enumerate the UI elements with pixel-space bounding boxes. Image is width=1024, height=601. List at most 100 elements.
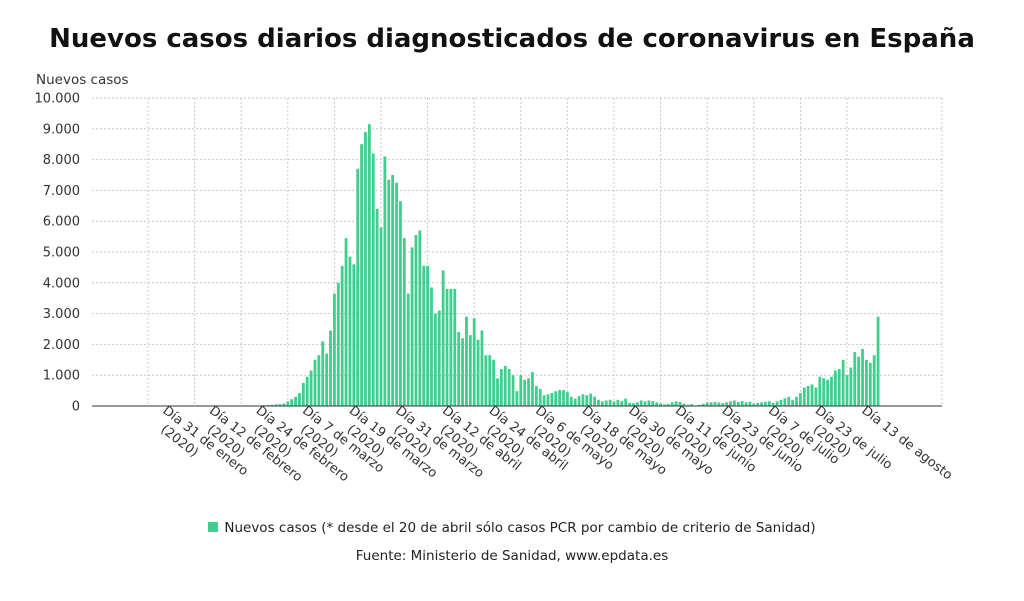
bar[interactable] bbox=[818, 376, 822, 406]
bar[interactable] bbox=[309, 370, 313, 406]
bar[interactable] bbox=[721, 403, 725, 406]
bar[interactable] bbox=[713, 402, 717, 406]
bar[interactable] bbox=[430, 287, 433, 406]
bar[interactable] bbox=[783, 398, 787, 406]
bar[interactable] bbox=[422, 265, 426, 406]
bar[interactable] bbox=[507, 369, 511, 406]
bar[interactable] bbox=[608, 399, 612, 406]
bar[interactable] bbox=[868, 362, 872, 406]
bar[interactable] bbox=[865, 359, 868, 406]
bar[interactable] bbox=[581, 394, 585, 406]
bar[interactable] bbox=[597, 399, 600, 406]
bar[interactable] bbox=[729, 401, 732, 406]
bar[interactable] bbox=[375, 208, 379, 406]
bar[interactable] bbox=[795, 396, 798, 406]
bar[interactable] bbox=[701, 403, 705, 406]
bar[interactable] bbox=[562, 389, 565, 406]
bar[interactable] bbox=[577, 396, 581, 406]
bar[interactable] bbox=[325, 353, 329, 406]
bar[interactable] bbox=[492, 359, 496, 406]
bar[interactable] bbox=[476, 339, 480, 406]
bar[interactable] bbox=[744, 402, 748, 406]
bar[interactable] bbox=[600, 401, 604, 406]
bar[interactable] bbox=[270, 404, 274, 406]
bar[interactable] bbox=[628, 402, 631, 406]
bar[interactable] bbox=[301, 382, 305, 406]
bar[interactable] bbox=[690, 404, 694, 406]
bar[interactable] bbox=[519, 375, 523, 406]
bar[interactable] bbox=[585, 395, 589, 406]
bar[interactable] bbox=[367, 124, 371, 407]
bar[interactable] bbox=[329, 330, 332, 406]
bar[interactable] bbox=[853, 352, 857, 406]
bar[interactable] bbox=[558, 389, 562, 406]
bar[interactable] bbox=[810, 384, 814, 406]
bar[interactable] bbox=[651, 401, 655, 406]
bar[interactable] bbox=[740, 401, 744, 406]
bar[interactable] bbox=[534, 385, 538, 406]
bar[interactable] bbox=[453, 288, 457, 406]
bar[interactable] bbox=[670, 402, 674, 406]
bar[interactable] bbox=[294, 396, 297, 406]
bar[interactable] bbox=[604, 400, 608, 406]
bar[interactable] bbox=[686, 404, 690, 406]
bar[interactable] bbox=[364, 131, 367, 406]
bar[interactable] bbox=[538, 389, 542, 406]
bar[interactable] bbox=[709, 402, 713, 406]
bar[interactable] bbox=[290, 399, 294, 406]
bar[interactable] bbox=[624, 398, 628, 406]
bar[interactable] bbox=[569, 396, 573, 406]
bar[interactable] bbox=[861, 349, 864, 406]
bar[interactable] bbox=[655, 402, 659, 406]
bar[interactable] bbox=[496, 378, 499, 406]
bar[interactable] bbox=[333, 293, 336, 406]
bar[interactable] bbox=[647, 400, 651, 406]
bar[interactable] bbox=[550, 393, 554, 406]
bar[interactable] bbox=[286, 401, 290, 406]
bar[interactable] bbox=[643, 401, 647, 406]
bar[interactable] bbox=[573, 398, 577, 406]
bar[interactable] bbox=[771, 402, 775, 406]
bar[interactable] bbox=[620, 401, 624, 406]
bar[interactable] bbox=[546, 394, 550, 406]
bar[interactable] bbox=[503, 365, 507, 406]
bar[interactable] bbox=[426, 265, 429, 406]
bar[interactable] bbox=[876, 316, 880, 406]
bar[interactable] bbox=[278, 404, 282, 406]
bar[interactable] bbox=[344, 238, 348, 406]
bar[interactable] bbox=[678, 402, 682, 406]
bar[interactable] bbox=[441, 270, 445, 406]
bar[interactable] bbox=[659, 403, 662, 406]
bar[interactable] bbox=[445, 288, 449, 406]
bar[interactable] bbox=[736, 402, 740, 406]
bar[interactable] bbox=[414, 235, 418, 406]
bar[interactable] bbox=[465, 316, 468, 406]
bar[interactable] bbox=[317, 355, 321, 406]
bar[interactable] bbox=[632, 403, 635, 406]
bar[interactable] bbox=[484, 355, 488, 406]
bar[interactable] bbox=[468, 335, 472, 406]
bar[interactable] bbox=[775, 401, 779, 406]
bar[interactable] bbox=[837, 369, 841, 406]
bar[interactable] bbox=[698, 404, 701, 406]
bar[interactable] bbox=[356, 168, 360, 406]
bar[interactable] bbox=[298, 393, 301, 406]
bar[interactable] bbox=[822, 378, 826, 406]
bar[interactable] bbox=[340, 265, 344, 406]
bar[interactable] bbox=[282, 403, 286, 406]
bar[interactable] bbox=[725, 402, 729, 406]
bar[interactable] bbox=[402, 238, 406, 406]
bar[interactable] bbox=[418, 230, 422, 406]
bar[interactable] bbox=[379, 227, 383, 406]
bar[interactable] bbox=[830, 376, 833, 406]
bar[interactable] bbox=[406, 293, 410, 406]
bar[interactable] bbox=[705, 402, 709, 406]
bar[interactable] bbox=[639, 400, 643, 406]
bar[interactable] bbox=[387, 179, 391, 406]
bar[interactable] bbox=[336, 282, 340, 406]
bar[interactable] bbox=[371, 153, 375, 406]
bar[interactable] bbox=[806, 385, 810, 406]
bar[interactable] bbox=[488, 355, 492, 406]
legend[interactable]: Nuevos casos (* desde el 20 de abril sól… bbox=[0, 520, 1024, 536]
bar[interactable] bbox=[593, 396, 596, 406]
